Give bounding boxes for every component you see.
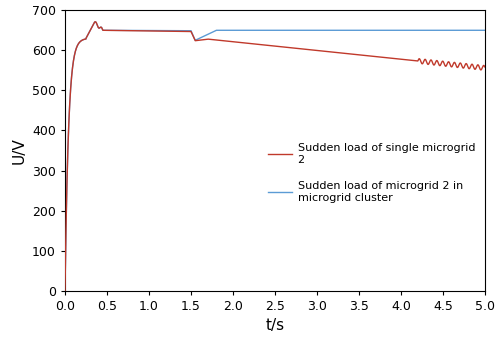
Y-axis label: U/V: U/V: [12, 137, 26, 164]
Legend: Sudden load of single microgrid
2, Sudden load of microgrid 2 in
microgrid clust: Sudden load of single microgrid 2, Sudde…: [263, 139, 480, 207]
X-axis label: t/s: t/s: [266, 318, 284, 333]
